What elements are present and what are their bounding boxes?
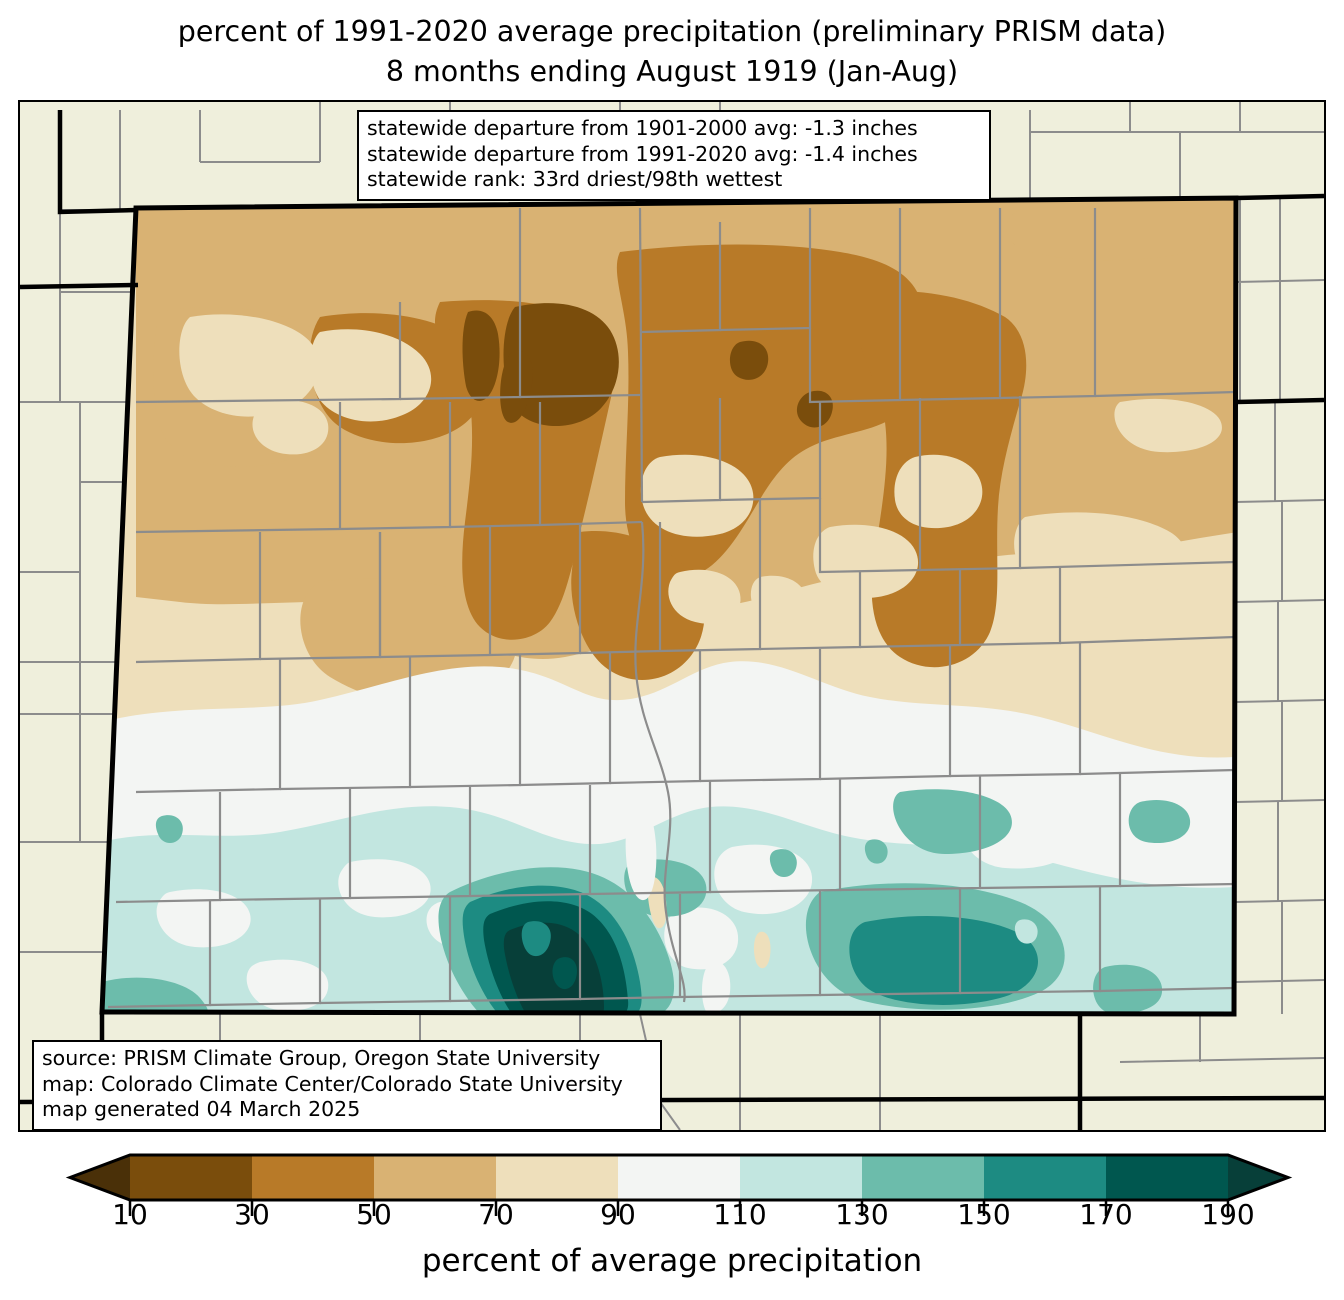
colorado-precipitation-map bbox=[20, 102, 1324, 1130]
colorbar-min-cap bbox=[70, 1155, 130, 1200]
colorbar-tick-marks bbox=[128, 1200, 1230, 1216]
colorbar-band bbox=[496, 1155, 618, 1200]
page-title: percent of 1991-2020 average precipitati… bbox=[0, 12, 1344, 92]
colorado-county-lines bbox=[107, 207, 1236, 1009]
colorbar-tick-label: 50 bbox=[356, 1198, 392, 1231]
map-frame bbox=[18, 100, 1326, 1132]
colorbar-band bbox=[1106, 1155, 1228, 1200]
map-credit-line: map: Colorado Climate Center/Colorado St… bbox=[42, 1071, 623, 1096]
colorbar-band bbox=[130, 1155, 252, 1200]
precipitation-contour-layer bbox=[102, 198, 1236, 1014]
colorbar-tick-label: 130 bbox=[835, 1198, 889, 1231]
colorbar-band bbox=[618, 1155, 740, 1200]
stats-departure-1991-2020: statewide departure from 1991-2020 avg: … bbox=[367, 141, 918, 166]
colorbar-tick-label: 10 bbox=[112, 1198, 148, 1231]
map-generated-line: map generated 04 March 2025 bbox=[42, 1097, 361, 1121]
statewide-stats-box: statewide departure from 1901-2000 avg: … bbox=[357, 110, 991, 201]
colorbar-band bbox=[984, 1155, 1106, 1200]
colorbar-svg bbox=[65, 1153, 1293, 1216]
title-line-2: 8 months ending August 1919 (Jan-Aug) bbox=[385, 55, 959, 88]
colorbar-axis-label: percent of average precipitation bbox=[421, 1243, 923, 1279]
colorbar-tick-label: 70 bbox=[478, 1198, 514, 1231]
colorbar-tick-label: 30 bbox=[234, 1198, 270, 1231]
stats-statewide-rank: statewide rank: 33rd driest/98th wettest bbox=[367, 167, 783, 191]
colorbar-tick-label: 90 bbox=[600, 1198, 636, 1231]
colorbar-band bbox=[740, 1155, 862, 1200]
colorbar-tick-label: 170 bbox=[1079, 1198, 1133, 1231]
colorbar-tick-label: 110 bbox=[713, 1198, 767, 1231]
colorbar-tick-labels: 10 30 50 70 90 110 130 150 170 190 bbox=[0, 1198, 1344, 1238]
colorbar-bands bbox=[65, 1153, 1293, 1202]
colorbar-tick-label: 190 bbox=[1201, 1198, 1255, 1231]
source-line: source: PRISM Climate Group, Oregon Stat… bbox=[42, 1046, 601, 1070]
colorbar bbox=[0, 1140, 1344, 1300]
stats-departure-1901-2000: statewide departure from 1901-2000 avg: … bbox=[367, 116, 918, 140]
source-credit-box: source: PRISM Climate Group, Oregon Stat… bbox=[32, 1040, 662, 1131]
colorbar-band bbox=[252, 1155, 374, 1200]
colorbar-band bbox=[374, 1155, 496, 1200]
colorbar-max-cap bbox=[1228, 1155, 1288, 1200]
colorbar-band bbox=[862, 1155, 984, 1200]
colorbar-tick-label: 150 bbox=[957, 1198, 1011, 1231]
title-line-1: percent of 1991-2020 average precipitati… bbox=[177, 15, 1167, 48]
colorado-state-outline bbox=[99, 195, 1239, 1017]
